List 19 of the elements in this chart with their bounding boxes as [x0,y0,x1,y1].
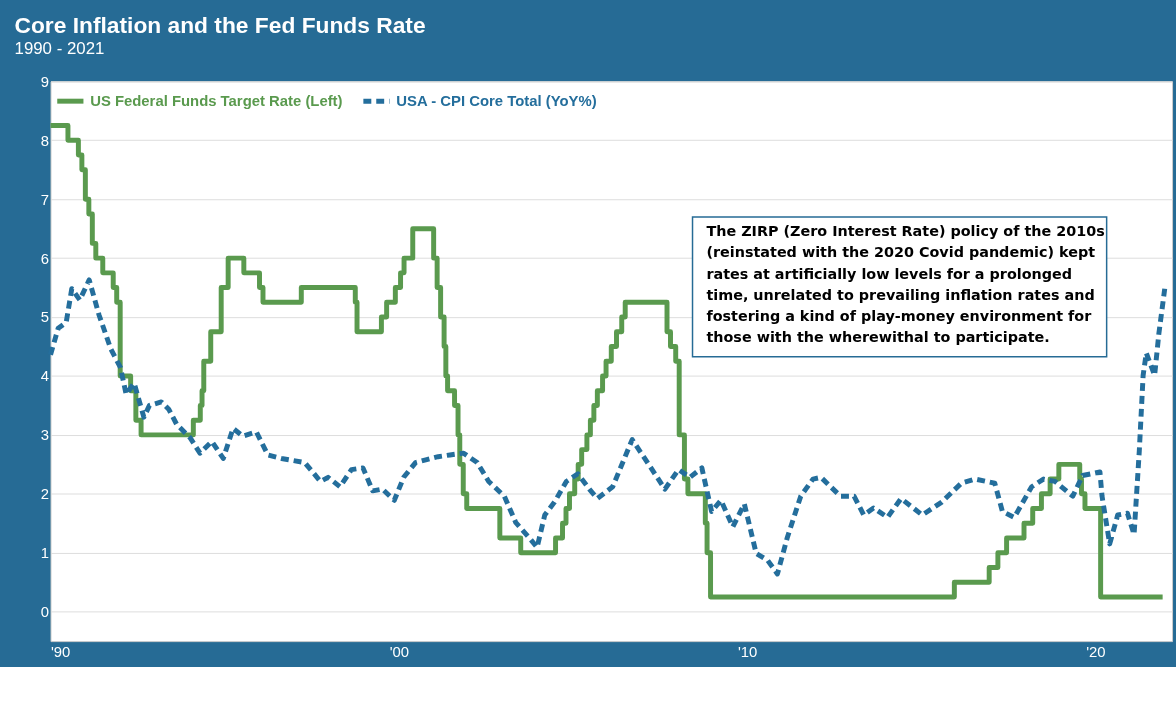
y-tick-label: 8 [40,132,50,149]
x-tick-label: '10 [737,644,758,661]
y-tick-label: 2 [40,486,50,503]
y-tick-label: 0 [40,604,50,621]
y-tick-label: 7 [40,191,50,208]
y-tick-label: 4 [40,368,50,385]
x-tick-label: '90 [51,644,71,661]
y-tick-label: 6 [40,250,50,267]
y-tick-label: 3 [40,427,50,444]
chart-subtitle: 1990 - 2021 [14,38,105,58]
legend-label: USA - CPI Core Total (YoY%) [396,93,597,110]
legend-label: US Federal Funds Target Rate (Left) [90,93,343,110]
annotation: The ZIRP (Zero Interest Rate) policy of the 2010s (reinstated with the 2020 Covid pandemic) kept rates at artificially low levels for a prolonged time, unrelated to prevailing inflation rates and fostering a kind of play-money environment for those with the wherewithal to participate. [706,222,1105,346]
y-tick-label: 5 [40,309,50,326]
x-tick-label: '00 [389,644,410,661]
chart-title: Core Inflation and the Fed Funds Rate [14,11,426,38]
y-tick-label: 9 [40,73,50,90]
y-tick-label: 1 [40,545,50,562]
x-tick-label: '20 [1086,644,1106,661]
